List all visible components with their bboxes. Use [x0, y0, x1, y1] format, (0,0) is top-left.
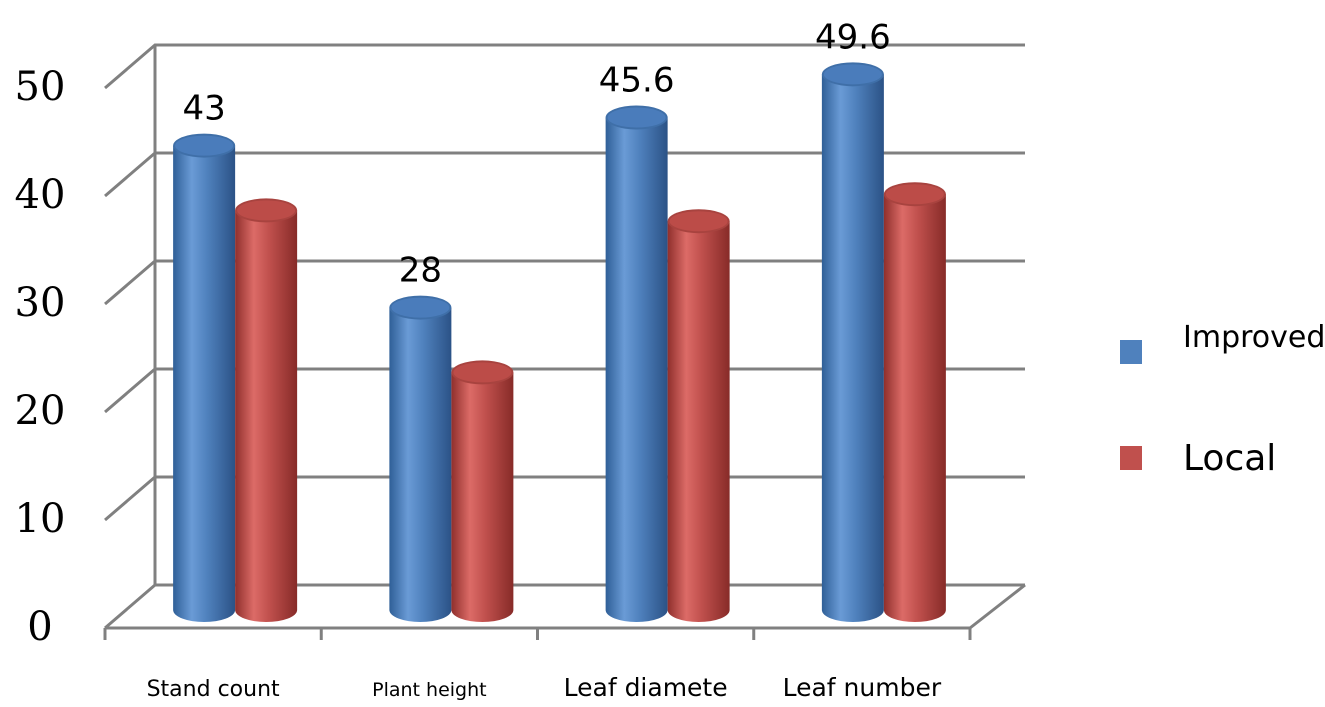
bar-top-face — [823, 64, 882, 85]
bar-body — [451, 372, 514, 622]
y-tick-label: 40 — [15, 172, 66, 218]
bar-top-face — [391, 297, 450, 318]
floor-edge — [969, 583, 1026, 630]
legend-label: Local — [1183, 438, 1276, 479]
bar-body — [667, 221, 730, 622]
bar-improved-2 — [605, 105, 668, 623]
bar-improved-1 — [389, 295, 452, 622]
y-tick-label: 10 — [15, 496, 66, 542]
data-label: 45.6 — [599, 61, 675, 101]
bar-body — [235, 210, 298, 622]
gridline — [104, 475, 1025, 522]
bar-body — [173, 145, 236, 622]
bar-local-1 — [451, 360, 514, 622]
legend-label: Improved — [1183, 320, 1325, 355]
bar-top-face — [669, 211, 728, 232]
bar-improved-3 — [821, 62, 884, 622]
legend-swatch — [1120, 340, 1142, 364]
bars — [173, 62, 946, 623]
x-tick-label: Plant height — [372, 679, 486, 701]
y-tick-label: 20 — [15, 388, 66, 434]
gridlines — [104, 43, 1026, 630]
bar-local-2 — [667, 209, 730, 622]
data-label: 28 — [399, 251, 442, 291]
legend-item-local: Local — [1120, 438, 1276, 479]
data-label: 49.6 — [815, 17, 891, 57]
bar-top-face — [607, 107, 666, 128]
labels: 0 10 20 30 40 50 43 Stand count 28 Plant height 45… — [15, 17, 942, 702]
axes — [103, 626, 972, 640]
x-tick-label: Leaf number — [783, 673, 942, 702]
x-tick-label: Leaf diamete — [564, 673, 728, 702]
y-tick-label: 0 — [27, 604, 52, 650]
gridline — [104, 367, 1025, 414]
bar-body — [821, 74, 884, 622]
legend-swatch — [1120, 446, 1142, 470]
bar-local-0 — [235, 198, 298, 622]
data-label: 43 — [182, 89, 225, 129]
legend: Improved Local — [1120, 320, 1325, 479]
x-tick-label: Stand count — [147, 677, 280, 702]
gridline — [104, 583, 1025, 630]
bar-top-face — [885, 184, 944, 205]
legend-item-improved: Improved — [1120, 320, 1325, 364]
bar-top-face — [175, 135, 234, 156]
y-tick-label: 30 — [15, 280, 66, 326]
bar-body — [883, 194, 946, 622]
bar-top-face — [453, 362, 512, 383]
bar-improved-0 — [173, 133, 236, 622]
bar-local-3 — [883, 182, 946, 622]
gridline — [104, 43, 1025, 90]
gridline — [104, 259, 1025, 306]
gridline — [104, 151, 1025, 198]
bar-body — [605, 117, 668, 623]
bar-body — [389, 307, 452, 622]
y-tick-label: 50 — [15, 64, 66, 110]
bar-top-face — [237, 200, 296, 221]
